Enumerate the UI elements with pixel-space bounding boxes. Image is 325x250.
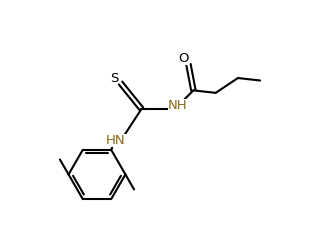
- Text: S: S: [110, 72, 119, 85]
- Text: O: O: [178, 52, 188, 66]
- Text: NH: NH: [167, 100, 187, 112]
- Text: HN: HN: [106, 134, 126, 147]
